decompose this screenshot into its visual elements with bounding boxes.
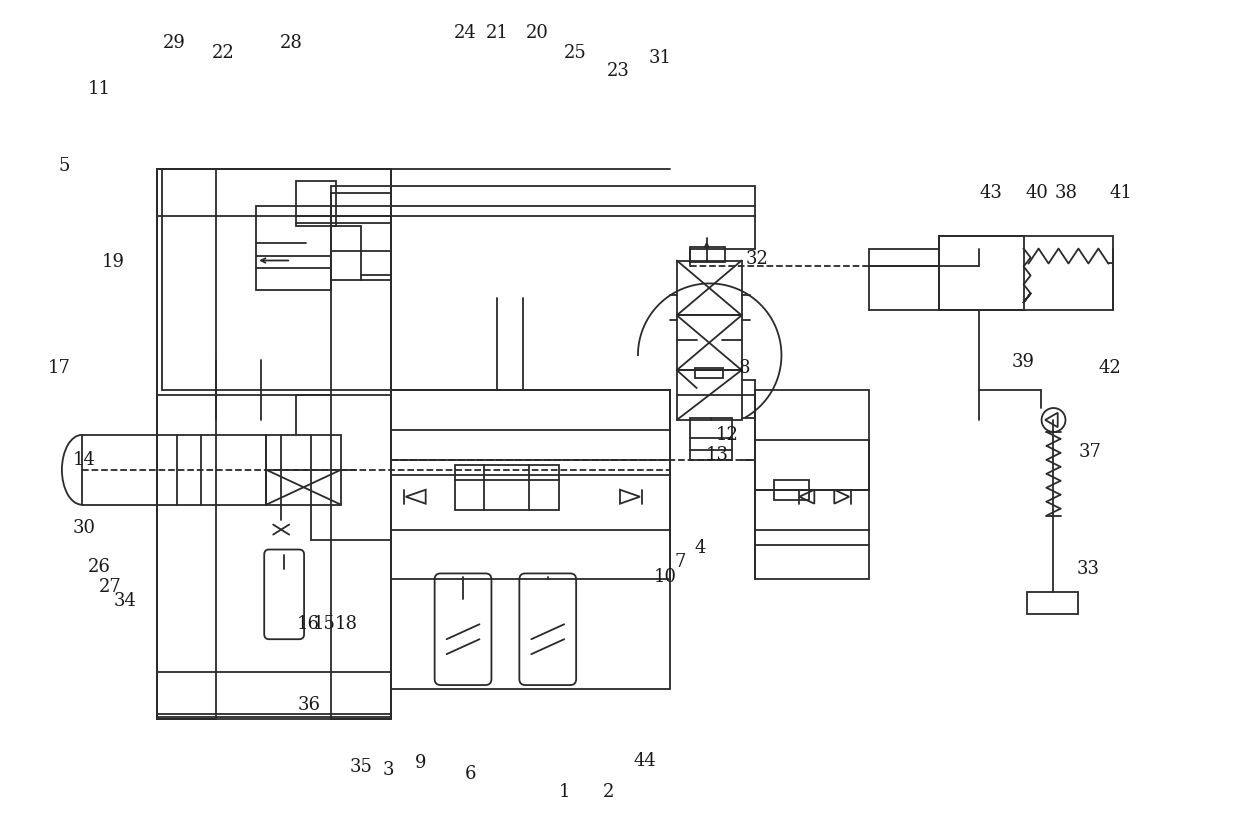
Text: 32: 32 [746, 249, 769, 267]
Text: 39: 39 [1012, 353, 1035, 371]
Text: 8: 8 [739, 359, 750, 377]
Text: 43: 43 [980, 184, 1002, 202]
Bar [156, 169, 391, 216]
Text: 31: 31 [649, 49, 671, 67]
Bar [755, 390, 869, 579]
Text: 33: 33 [1076, 560, 1100, 578]
Bar [267, 435, 341, 505]
Text: 30: 30 [72, 519, 95, 537]
Text: 36: 36 [298, 696, 321, 714]
Text: 29: 29 [164, 34, 186, 52]
Text: 25: 25 [564, 44, 587, 62]
Bar [755, 440, 869, 489]
Bar [156, 672, 391, 717]
Bar [689, 418, 732, 460]
Text: 20: 20 [526, 25, 549, 42]
Bar [156, 169, 216, 719]
Text: 26: 26 [87, 559, 110, 577]
Text: 2: 2 [603, 783, 614, 801]
Text: 7: 7 [675, 553, 686, 571]
Bar [939, 235, 1024, 310]
Text: 6: 6 [465, 765, 476, 783]
Text: 3: 3 [383, 761, 394, 779]
Text: 19: 19 [102, 253, 125, 271]
Text: 21: 21 [486, 25, 508, 42]
Text: 24: 24 [454, 25, 477, 42]
Bar [391, 390, 670, 689]
Bar [331, 193, 391, 223]
Bar [331, 185, 755, 216]
Bar [391, 390, 670, 430]
Bar [694, 368, 723, 378]
Bar [82, 435, 267, 505]
Bar [331, 251, 391, 719]
Text: 18: 18 [335, 615, 357, 633]
Text: 5: 5 [58, 157, 69, 175]
Text: 34: 34 [113, 592, 136, 610]
Bar [161, 169, 391, 390]
Text: 17: 17 [47, 359, 71, 377]
Bar [677, 261, 742, 315]
Text: 16: 16 [296, 615, 320, 633]
Bar [156, 169, 391, 719]
Bar [689, 247, 724, 262]
Bar [677, 315, 742, 370]
Text: 38: 38 [1055, 184, 1078, 202]
Text: 22: 22 [212, 44, 234, 62]
Text: 28: 28 [280, 34, 303, 52]
Text: 44: 44 [634, 752, 656, 770]
Text: 11: 11 [87, 80, 110, 98]
Bar [257, 206, 331, 290]
Text: 10: 10 [653, 569, 676, 587]
Text: 13: 13 [706, 446, 729, 464]
Text: 9: 9 [415, 754, 427, 772]
Bar [296, 181, 336, 225]
Bar [775, 480, 810, 500]
Text: 41: 41 [1110, 184, 1132, 202]
Bar [455, 465, 559, 510]
Bar [1027, 592, 1079, 614]
Text: 14: 14 [72, 451, 95, 469]
Text: 4: 4 [694, 538, 706, 556]
Text: 15: 15 [312, 615, 336, 633]
Text: 12: 12 [717, 426, 739, 444]
Text: 35: 35 [350, 758, 372, 776]
Bar [677, 370, 742, 420]
Text: 40: 40 [1025, 184, 1048, 202]
Text: 27: 27 [98, 578, 122, 596]
Bar [331, 225, 361, 280]
Text: 23: 23 [606, 62, 630, 80]
Bar [939, 235, 1114, 310]
Text: 42: 42 [1099, 359, 1122, 377]
Text: 1: 1 [558, 783, 570, 801]
Text: 37: 37 [1079, 443, 1102, 461]
